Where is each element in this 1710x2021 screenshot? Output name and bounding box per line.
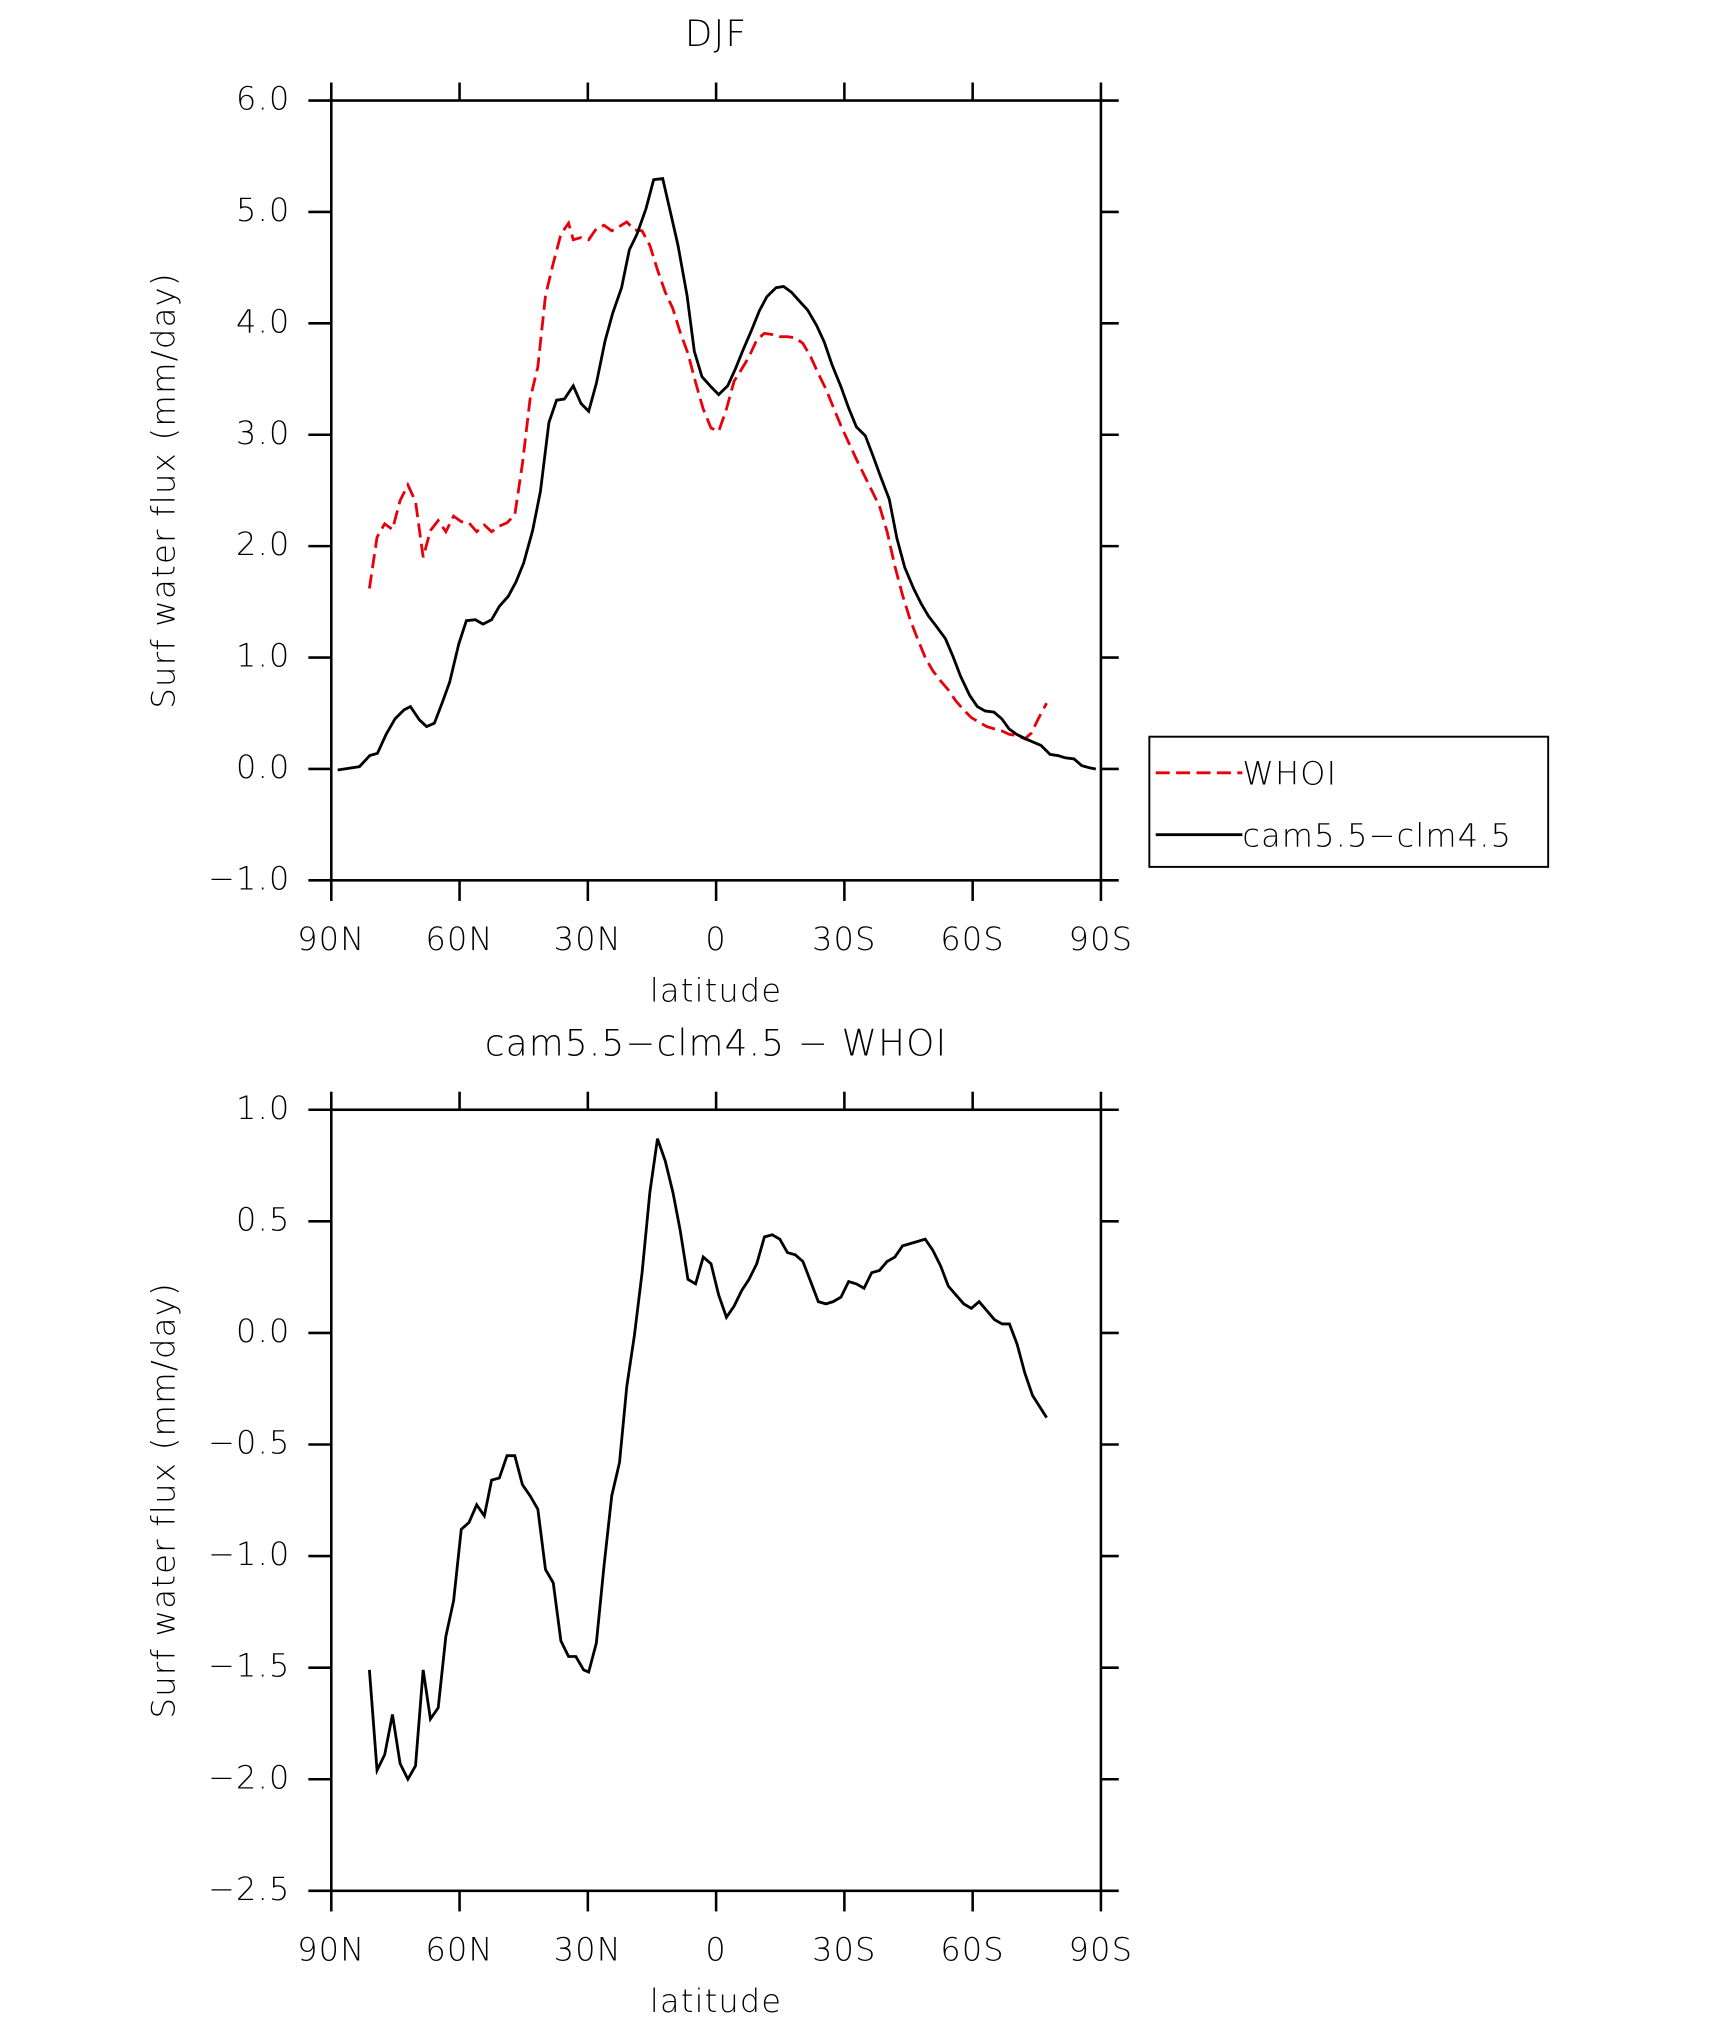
data-line [367,1138,1048,1783]
y-tick-label: 1.0 [236,636,290,674]
data-line [368,219,1048,741]
x-tick-label: 30N [554,920,622,958]
y-tick-label: 0.0 [236,748,290,786]
legend-label: WHOI [1242,754,1337,792]
legend-label: cam5.5−clm4.5 [1242,816,1512,854]
chart-title: DJF [685,14,747,55]
x-tick-label: 60N [425,920,493,958]
legend-box [1148,735,1550,868]
y-tick-label: 4.0 [236,302,290,340]
x-tick-label: 60N [425,1930,493,1968]
x-tick-label: 30S [812,920,877,958]
x-tick-label: 0 [705,920,727,958]
y-tick-label: 5.0 [236,191,290,229]
legend: WHOI cam5.5−clm4.5 [1148,735,1550,868]
x-axis-label: latitude [650,1982,782,2020]
x-tick-label: 0 [705,1930,727,1968]
x-tick-label: 90S [1069,1930,1134,1968]
y-tick-label: 2.0 [236,525,290,563]
y-axis-label: Surf water flux (mm/day) [145,272,183,708]
y-tick-label: −1.0 [208,859,290,897]
x-tick-label: 90N [297,1930,365,1968]
x-tick-label: 30N [554,1930,622,1968]
x-tick-label: 30S [812,1930,877,1968]
y-tick-label: −0.5 [208,1423,290,1461]
y-tick-label: −1.0 [208,1535,290,1573]
y-tick-label: 0.0 [236,1312,290,1350]
y-tick-label: −2.0 [208,1758,290,1796]
y-tick-label: −1.5 [208,1647,290,1685]
plot-frame [330,1108,1103,1893]
x-tick-label: 60S [940,1930,1005,1968]
y-tick-label: 1.0 [236,1089,290,1127]
plot-frame [330,99,1103,882]
chart-title: cam5.5−clm4.5 − WHOI [485,1023,948,1064]
y-tick-label: 3.0 [236,414,290,452]
y-tick-label: −2.5 [208,1870,290,1908]
x-axis-label: latitude [650,971,782,1009]
x-tick-label: 90N [297,920,365,958]
y-tick-label: 6.0 [236,79,290,117]
y-axis-label: Surf water flux (mm/day) [145,1282,183,1718]
x-tick-label: 60S [940,920,1005,958]
x-tick-label: 90S [1069,920,1134,958]
data-line [337,176,1097,772]
y-tick-label: 0.5 [236,1200,290,1238]
